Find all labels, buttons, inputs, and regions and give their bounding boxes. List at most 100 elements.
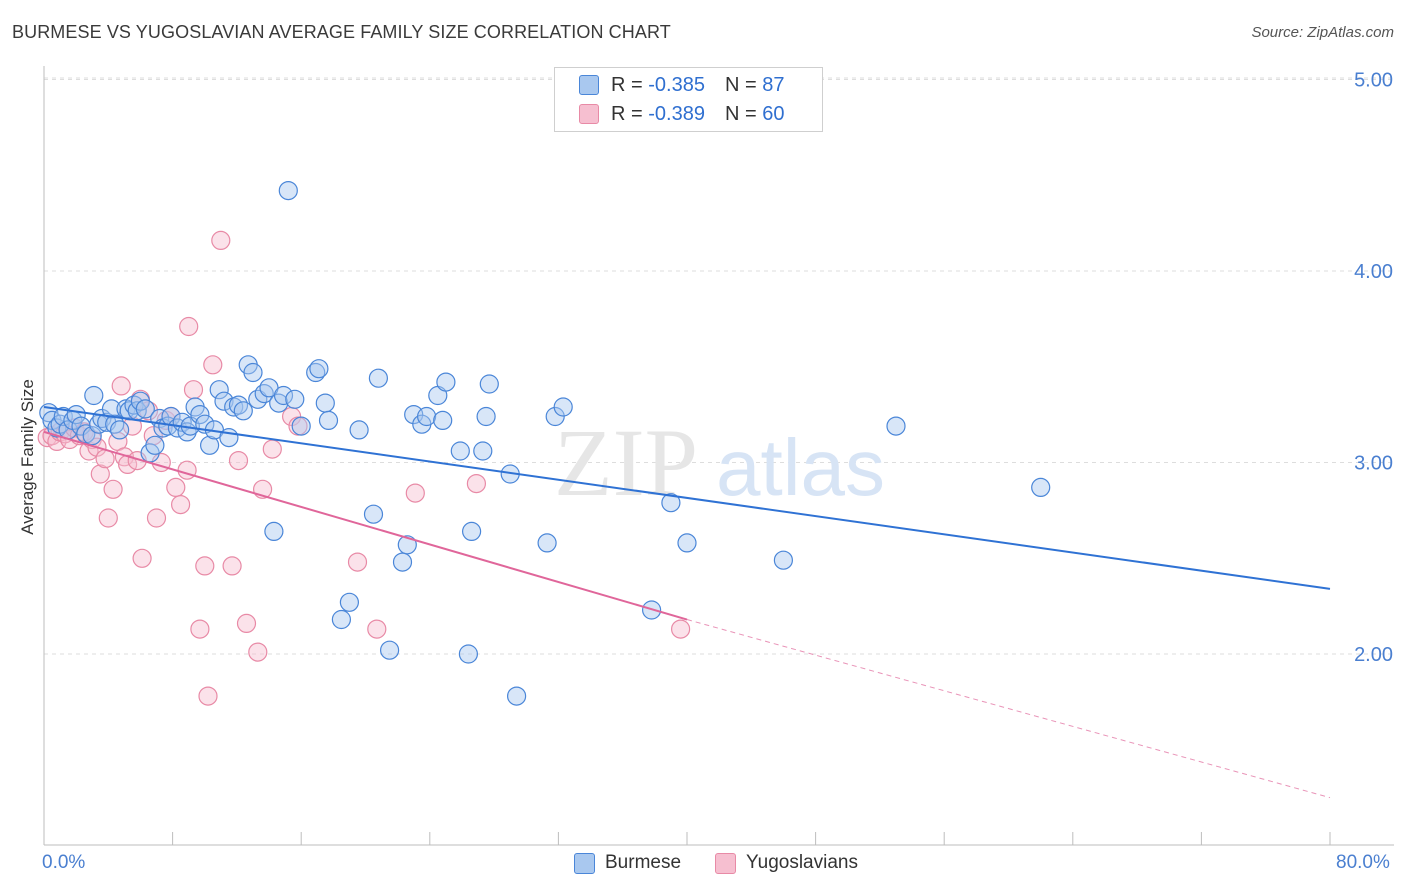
legend-n-label: N = bbox=[724, 73, 757, 96]
burmese-point bbox=[677, 533, 697, 553]
legend-r-value: -0.389 bbox=[648, 102, 705, 125]
burmese-point bbox=[200, 435, 220, 455]
yugoslavians-point bbox=[198, 686, 218, 706]
trend-lines bbox=[43, 405, 1331, 799]
burmese-point bbox=[291, 416, 311, 436]
y-ticks: 2.00 3.00 4.00 5.00 bbox=[1354, 70, 1393, 667]
burmese-point bbox=[1031, 477, 1051, 497]
burmese-swatch bbox=[579, 75, 599, 95]
burmese-point bbox=[135, 399, 155, 419]
burmese-point bbox=[243, 362, 263, 383]
burmese-point bbox=[433, 410, 453, 430]
legend-n-value: 87 bbox=[762, 73, 785, 96]
burmese-point bbox=[82, 426, 102, 446]
burmese-point bbox=[506, 686, 527, 706]
yugoslavians-point bbox=[132, 548, 152, 568]
chart-title: BURMESE VS YUGOSLAVIAN AVERAGE FAMILY SI… bbox=[12, 22, 671, 42]
burmese-point bbox=[285, 389, 305, 409]
yugoslavians-point bbox=[98, 508, 118, 528]
burmese-point bbox=[363, 504, 384, 524]
yugoslavians-point bbox=[405, 483, 425, 503]
burmese-point bbox=[318, 410, 339, 430]
x-tick-left: 0.0% bbox=[42, 852, 86, 873]
yugoslavians-point bbox=[90, 464, 110, 484]
burmese-points bbox=[39, 181, 1051, 706]
yugoslavians-point bbox=[103, 479, 123, 499]
yugoslavians-point bbox=[111, 376, 131, 396]
legend-row-burmese: R = -0.385 N = 87 bbox=[579, 72, 784, 98]
watermark-atlas: atlas bbox=[716, 423, 885, 512]
watermark-zip: ZIP bbox=[554, 409, 698, 516]
burmese-legend-swatch bbox=[574, 852, 595, 874]
burmese-trend-line bbox=[43, 405, 1331, 590]
burmese-point bbox=[537, 533, 557, 553]
y-tick-label: 4.00 bbox=[1354, 261, 1393, 283]
yugoslavians-point bbox=[179, 316, 199, 337]
burmese-point bbox=[886, 416, 906, 436]
yugoslavians-point bbox=[146, 508, 167, 528]
yugoslavians-point bbox=[222, 556, 242, 576]
burmese-point bbox=[190, 405, 210, 425]
x-tick-right: 80.0% bbox=[1336, 852, 1390, 873]
correlation-legend: R = -0.385 N = 87 R = -0.389 N = 60 bbox=[554, 67, 823, 132]
legend-item-yugoslavians[interactable]: Yugoslavians bbox=[715, 852, 858, 874]
burmese-point bbox=[462, 521, 482, 542]
burmese-point bbox=[278, 181, 298, 201]
burmese-point bbox=[368, 368, 388, 388]
yugoslavians-point bbox=[236, 613, 257, 634]
burmese-point bbox=[233, 401, 253, 421]
burmese-point bbox=[306, 362, 326, 383]
yugoslavians-legend-label: Yugoslavians bbox=[746, 852, 858, 873]
yugoslavians-trend-extension bbox=[686, 619, 1331, 799]
legend-row-yugoslavians: R = -0.389 N = 60 bbox=[579, 101, 784, 127]
legend-r-value: -0.385 bbox=[648, 73, 705, 96]
legend-item-burmese[interactable]: Burmese bbox=[574, 852, 681, 874]
legend-r-label: R = bbox=[611, 73, 643, 96]
burmese-legend-label: Burmese bbox=[605, 852, 682, 873]
burmese-point bbox=[84, 385, 104, 406]
burmese-point bbox=[309, 359, 329, 379]
burmese-point bbox=[109, 420, 130, 440]
burmese-point bbox=[264, 521, 284, 542]
burmese-point bbox=[661, 493, 681, 513]
burmese-point bbox=[436, 372, 456, 392]
legend-n-label: N = bbox=[724, 102, 757, 125]
y-tick-label: 2.00 bbox=[1354, 644, 1393, 666]
burmese-point bbox=[450, 441, 470, 461]
source-label: Source: ZipAtlas.com bbox=[1251, 24, 1394, 41]
yugoslavians-point bbox=[166, 477, 186, 497]
burmese-point bbox=[380, 640, 400, 660]
legend-n-value: 60 bbox=[762, 102, 785, 125]
burmese-point bbox=[473, 441, 493, 461]
burmese-point bbox=[553, 397, 573, 417]
burmese-point bbox=[349, 420, 369, 440]
burmese-point bbox=[315, 393, 335, 413]
burmese-point bbox=[458, 644, 478, 664]
burmese-point bbox=[331, 609, 351, 630]
yugoslavians-point bbox=[195, 556, 215, 576]
burmese-point bbox=[214, 391, 234, 411]
yugoslavians-swatch bbox=[579, 104, 599, 124]
yugoslavians-point bbox=[228, 451, 249, 471]
yugoslavians-point bbox=[203, 355, 223, 375]
y-tick-label: 5.00 bbox=[1354, 70, 1393, 92]
legend-r-label: R = bbox=[611, 102, 643, 125]
burmese-point bbox=[339, 592, 359, 612]
yugoslavians-point bbox=[248, 642, 268, 662]
burmese-point bbox=[145, 435, 165, 455]
yugoslavians-point bbox=[171, 495, 191, 515]
yugoslavians-point bbox=[466, 474, 486, 494]
yugoslavians-point bbox=[367, 619, 387, 639]
watermark: ZIP atlas bbox=[554, 409, 885, 516]
burmese-point bbox=[417, 406, 437, 427]
yugoslavians-trend-line bbox=[43, 430, 688, 621]
yugoslavians-point bbox=[670, 619, 691, 639]
series-legend: Burmese Yugoslavians bbox=[0, 852, 1406, 878]
yugoslavians-point bbox=[262, 439, 282, 459]
burmese-point bbox=[773, 550, 794, 570]
burmese-point bbox=[479, 374, 499, 394]
yugoslavians-point bbox=[183, 380, 204, 400]
yugoslavians-points bbox=[37, 230, 691, 706]
yugoslavians-legend-swatch bbox=[715, 852, 736, 874]
yugoslavians-point bbox=[190, 619, 210, 639]
